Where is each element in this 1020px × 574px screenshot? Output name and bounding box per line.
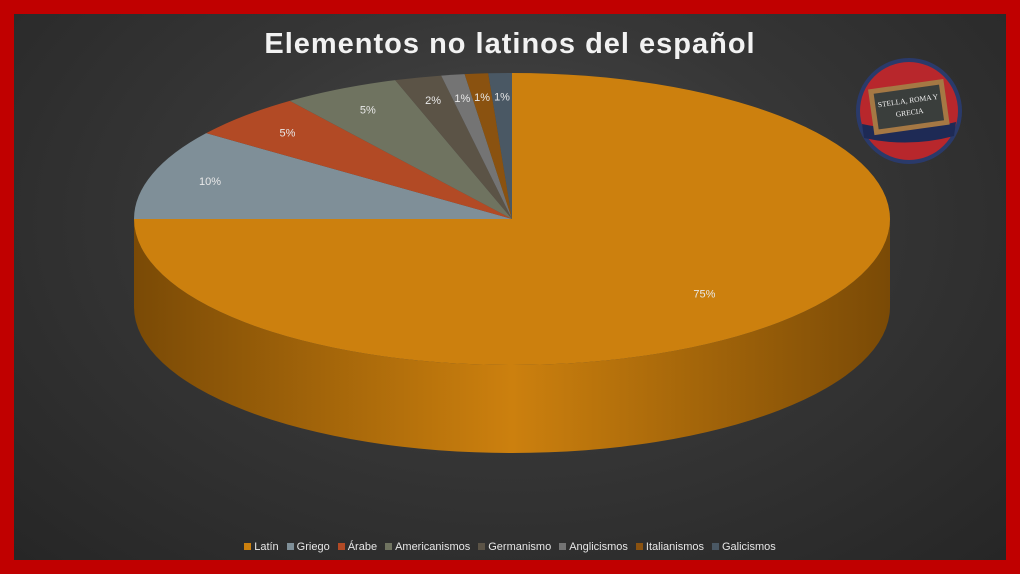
pie-slice-germanismo [395, 75, 512, 219]
legend-item-germanismo: Germanismo [478, 541, 551, 553]
legend-label: Griego [296, 541, 330, 553]
data-label-latín: 75% [693, 288, 715, 300]
legend-label: Galicismos [721, 541, 776, 553]
stella-roma-grecia-logo: STELLA, ROMA Y GRECIA [854, 56, 964, 166]
data-label-italianismos: 1% [474, 92, 490, 104]
data-label-americanismos: 5% [360, 105, 376, 117]
pie-slice-italianismos [464, 73, 512, 219]
legend-label: Americanismos [395, 541, 471, 553]
legend-swatch [244, 543, 252, 550]
legend-label: Árabe [347, 541, 378, 553]
legend-item-italianismos: Italianismos [635, 541, 704, 553]
data-label-anglicismos: 1% [454, 93, 470, 105]
pie-slice-galicismos [488, 73, 512, 219]
data-label-galicismos: 1% [494, 91, 510, 103]
pie-slice-árabe [206, 100, 512, 219]
legend-item-árabe: Árabe [337, 541, 378, 553]
legend-item-galicismos: Galicismos [711, 541, 776, 553]
legend-swatch [337, 543, 345, 550]
legend-item-americanismos: Americanismos [385, 541, 470, 553]
chart-frame: 75% 10% 5% 5% 2% 1% 1% 1% Elementos no latinos … [14, 14, 1006, 560]
legend-label: Anglicismos [569, 541, 628, 553]
legend-item-latín: Latín [244, 541, 279, 553]
data-label-árabe: 5% [280, 127, 296, 139]
chart-title: Elementos no latinos del español [264, 28, 756, 60]
pie-slice-anglicismos [441, 74, 512, 220]
pie-slice-americanismos [289, 80, 512, 219]
pie-side-latín [134, 219, 890, 453]
pie-slice-griego [134, 133, 512, 219]
legend-label: Germanismo [488, 541, 552, 553]
legend-label: Italianismos [645, 541, 704, 553]
data-label-germanismo: 2% [425, 95, 441, 107]
legend-swatch [559, 543, 567, 550]
legend-swatch [286, 543, 294, 550]
pie-chart: 75% 10% 5% 5% 2% 1% 1% 1% [134, 73, 890, 453]
data-label-griego: 10% [199, 176, 221, 188]
legend-item-anglicismos: Anglicismos [559, 541, 628, 553]
legend-swatch [711, 543, 719, 550]
legend-swatch [385, 543, 393, 550]
legend-item-griego: Griego [286, 541, 330, 553]
legend-swatch [635, 543, 643, 550]
legend-swatch [478, 543, 486, 550]
chart-legend: Latín Griego Árabe Americanismos Germanismo A… [14, 541, 1006, 553]
legend-label: Latín [254, 541, 279, 553]
svg-text:GRECIA: GRECIA [895, 106, 924, 119]
